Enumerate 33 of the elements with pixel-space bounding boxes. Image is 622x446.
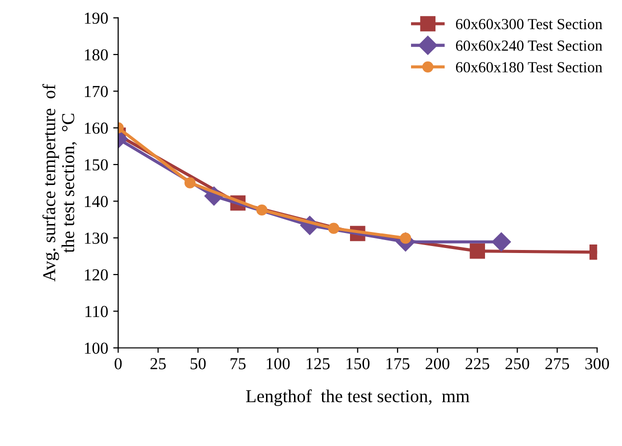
x-tick-label: 300 xyxy=(585,358,609,370)
x-axis-title: Lengthof the test section, mm xyxy=(246,389,470,406)
x-tick-label: 175 xyxy=(386,358,410,370)
point xyxy=(256,204,268,216)
x-tick-label: 25 xyxy=(150,358,166,370)
y-tick-label: 140 xyxy=(84,196,108,208)
x-tick-label: 250 xyxy=(506,358,530,370)
legend-label: 60x60x180 Test Section xyxy=(456,62,602,72)
y-tick-label: 120 xyxy=(84,269,108,280)
y-tick-label: 110 xyxy=(86,306,108,318)
x-tick-label: 0 xyxy=(114,358,122,370)
y-tick-label: 190 xyxy=(84,12,108,24)
x-tick-label: 275 xyxy=(545,358,570,370)
x-tick-label: 100 xyxy=(266,358,290,370)
y-axis-title: Avg. surface temperture of the test section, °C xyxy=(42,84,77,282)
y-tick-label: 180 xyxy=(84,49,108,60)
y-tick-label: 160 xyxy=(84,122,108,134)
legend-label: 60x60x300 Test Section xyxy=(456,18,602,30)
x-tick-label: 200 xyxy=(426,358,450,370)
x-tick-label: 225 xyxy=(466,358,490,370)
legend-label: 60x60x240 Test Section xyxy=(456,40,602,51)
x-tick-label: 75 xyxy=(230,358,246,370)
point xyxy=(184,177,196,188)
point xyxy=(492,232,511,252)
y-tick-label: 170 xyxy=(84,86,108,98)
x-tick-label: 125 xyxy=(306,358,330,370)
x-tick-label: 150 xyxy=(346,358,370,370)
y-tick-label: 130 xyxy=(84,232,108,244)
point xyxy=(470,243,486,259)
y-tick-label: 100 xyxy=(84,342,108,354)
y-tick-label: 150 xyxy=(84,159,108,170)
point xyxy=(328,222,340,234)
x-tick-label: 50 xyxy=(190,358,206,370)
